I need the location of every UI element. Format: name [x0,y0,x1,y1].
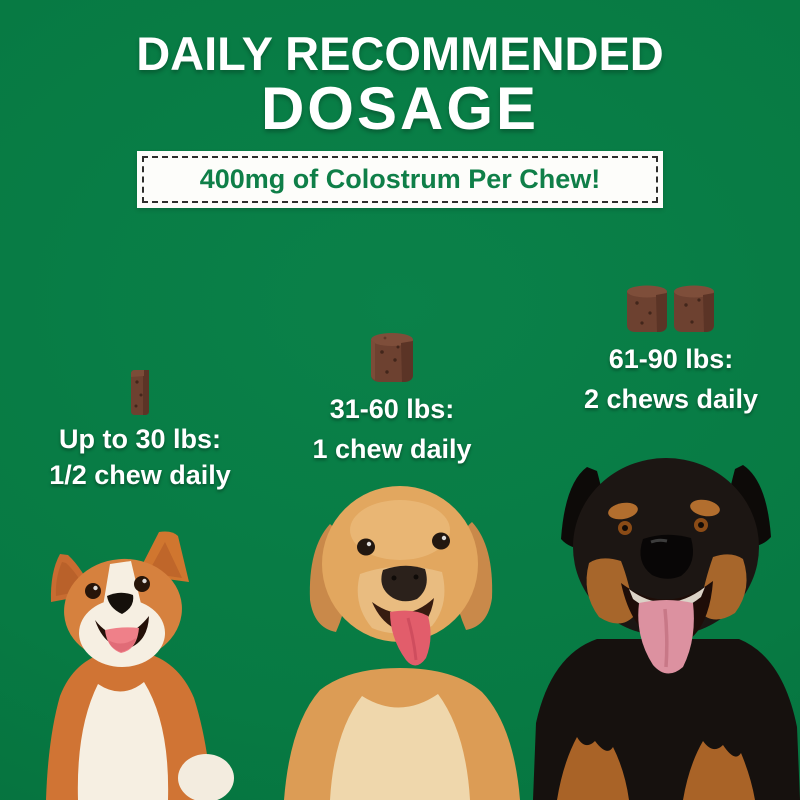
half-chew-icon [20,366,260,418]
title-line-1: DAILY RECOMMENDED [136,27,664,80]
single-chew-icon [272,330,512,384]
banner-dashed-border [142,156,658,203]
colostrum-banner: 400mg of Colostrum Per Chew! [137,151,663,208]
dose-group-large: 61-90 lbs: 2 chews daily [551,282,791,414]
title-line-2: DOSAGE [260,75,540,142]
rottweiler-image [533,441,800,800]
dose-amount-medium: 1 chew daily [312,434,472,464]
dose-group-small: Up to 30 lbs: 1/2 chew daily [20,366,260,490]
banner-text: 400mg of Colostrum Per Chew! [199,164,601,194]
dose-amount-large: 2 chews daily [583,384,759,414]
golden-retriever-image [278,476,526,800]
dose-weight-small: Up to 30 lbs: [58,424,221,454]
dose-weight-large: 61-90 lbs: [608,344,734,374]
corgi-image [38,528,240,800]
double-chew-icon [551,282,791,334]
header: DAILY RECOMMENDED DOSAGE [0,30,800,139]
dose-amount-small: 1/2 chew daily [49,460,231,490]
dose-group-medium: 31-60 lbs: 1 chew daily [272,330,512,464]
dose-weight-medium: 31-60 lbs: [329,394,455,424]
